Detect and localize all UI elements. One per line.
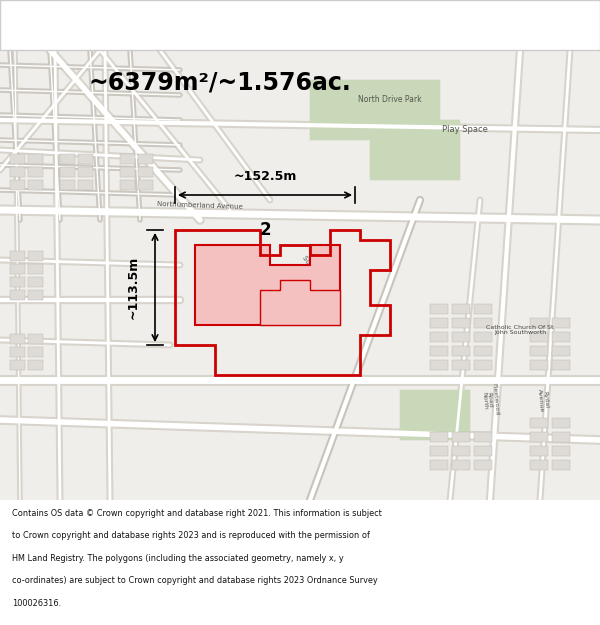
Bar [452, 332, 470, 342]
Bar [10, 251, 25, 261]
Bar [10, 180, 25, 190]
Bar [28, 251, 43, 261]
Bar [530, 332, 548, 342]
Text: Contains OS data © Crown copyright and database right 2021. This information is : Contains OS data © Crown copyright and d… [12, 509, 382, 518]
Bar [552, 432, 570, 442]
Text: co-ordinates) are subject to Crown copyright and database rights 2023 Ordnance S: co-ordinates) are subject to Crown copyr… [12, 576, 377, 585]
Bar [452, 446, 470, 456]
Bar [474, 446, 492, 456]
Bar [552, 418, 570, 428]
Bar [552, 346, 570, 356]
Text: 2, ARROWSMITH GARDENS, THORNTON-CLEVELEYS, FY5 2WS: 2, ARROWSMITH GARDENS, THORNTON-CLEVELEY… [70, 16, 530, 29]
Bar [474, 304, 492, 314]
Bar [120, 154, 135, 164]
Bar [530, 460, 548, 470]
Bar [552, 460, 570, 470]
Bar [452, 360, 470, 370]
Bar [10, 290, 25, 300]
Bar [78, 167, 93, 177]
Bar [138, 154, 153, 164]
Bar [452, 346, 470, 356]
Bar [120, 167, 135, 177]
Bar [120, 180, 135, 190]
Bar [10, 167, 25, 177]
Text: Rydal
Avenue: Rydal Avenue [536, 388, 550, 412]
Bar [474, 346, 492, 356]
Bar [552, 332, 570, 342]
Bar [452, 432, 470, 442]
Bar [430, 432, 448, 442]
Bar [474, 360, 492, 370]
Text: Map shows position and indicative extent of the property.: Map shows position and indicative extent… [139, 25, 461, 35]
Bar [530, 432, 548, 442]
Bar [530, 318, 548, 328]
Text: Southworth Way: Southworth Way [301, 255, 339, 305]
Bar [530, 446, 548, 456]
FancyBboxPatch shape [370, 120, 460, 180]
Text: ~152.5m: ~152.5m [233, 170, 296, 183]
Text: to Crown copyright and database rights 2023 and is reproduced with the permissio: to Crown copyright and database rights 2… [12, 531, 370, 540]
Bar [28, 180, 43, 190]
Bar [10, 360, 25, 370]
Bar [452, 318, 470, 328]
Bar [10, 277, 25, 287]
Bar [430, 346, 448, 356]
Bar [552, 318, 570, 328]
Bar [28, 264, 43, 274]
Bar [474, 432, 492, 442]
Bar [452, 460, 470, 470]
Bar [552, 446, 570, 456]
Bar [28, 277, 43, 287]
Text: Northumberland Avenue: Northumberland Avenue [157, 201, 243, 209]
Text: ~113.5m: ~113.5m [127, 256, 140, 319]
Polygon shape [195, 245, 340, 325]
Bar [10, 264, 25, 274]
Bar [530, 418, 548, 428]
Text: North Drive Park: North Drive Park [358, 96, 422, 104]
Bar [28, 154, 43, 164]
Bar [430, 460, 448, 470]
Bar [78, 180, 93, 190]
FancyBboxPatch shape [400, 390, 470, 440]
Bar [60, 180, 75, 190]
Bar [474, 318, 492, 328]
Bar [430, 318, 448, 328]
Text: HM Land Registry. The polygons (including the associated geometry, namely x, y: HM Land Registry. The polygons (includin… [12, 554, 344, 562]
Text: Fleetwood
Road
North: Fleetwood Road North [481, 383, 500, 417]
Bar [60, 167, 75, 177]
FancyBboxPatch shape [310, 80, 440, 140]
Bar [530, 360, 548, 370]
Bar [60, 154, 75, 164]
Text: 2: 2 [259, 221, 271, 239]
Text: ~6379m²/~1.576ac.: ~6379m²/~1.576ac. [89, 70, 352, 94]
Bar [28, 334, 43, 344]
Bar [430, 304, 448, 314]
Bar [530, 346, 548, 356]
Bar [138, 167, 153, 177]
Text: Catholic Church Of St
John Southworth: Catholic Church Of St John Southworth [486, 324, 554, 336]
Text: Play Space: Play Space [442, 126, 488, 134]
Bar [28, 290, 43, 300]
Polygon shape [260, 280, 340, 325]
Bar [28, 360, 43, 370]
Bar [28, 167, 43, 177]
Bar [430, 332, 448, 342]
Bar [474, 460, 492, 470]
Text: 100026316.: 100026316. [12, 599, 61, 608]
Bar [78, 154, 93, 164]
Bar [452, 304, 470, 314]
Bar [10, 347, 25, 357]
Bar [138, 180, 153, 190]
Bar [430, 446, 448, 456]
Bar [430, 360, 448, 370]
Bar [474, 332, 492, 342]
Bar [10, 334, 25, 344]
Bar [552, 360, 570, 370]
Bar [10, 154, 25, 164]
Bar [28, 347, 43, 357]
